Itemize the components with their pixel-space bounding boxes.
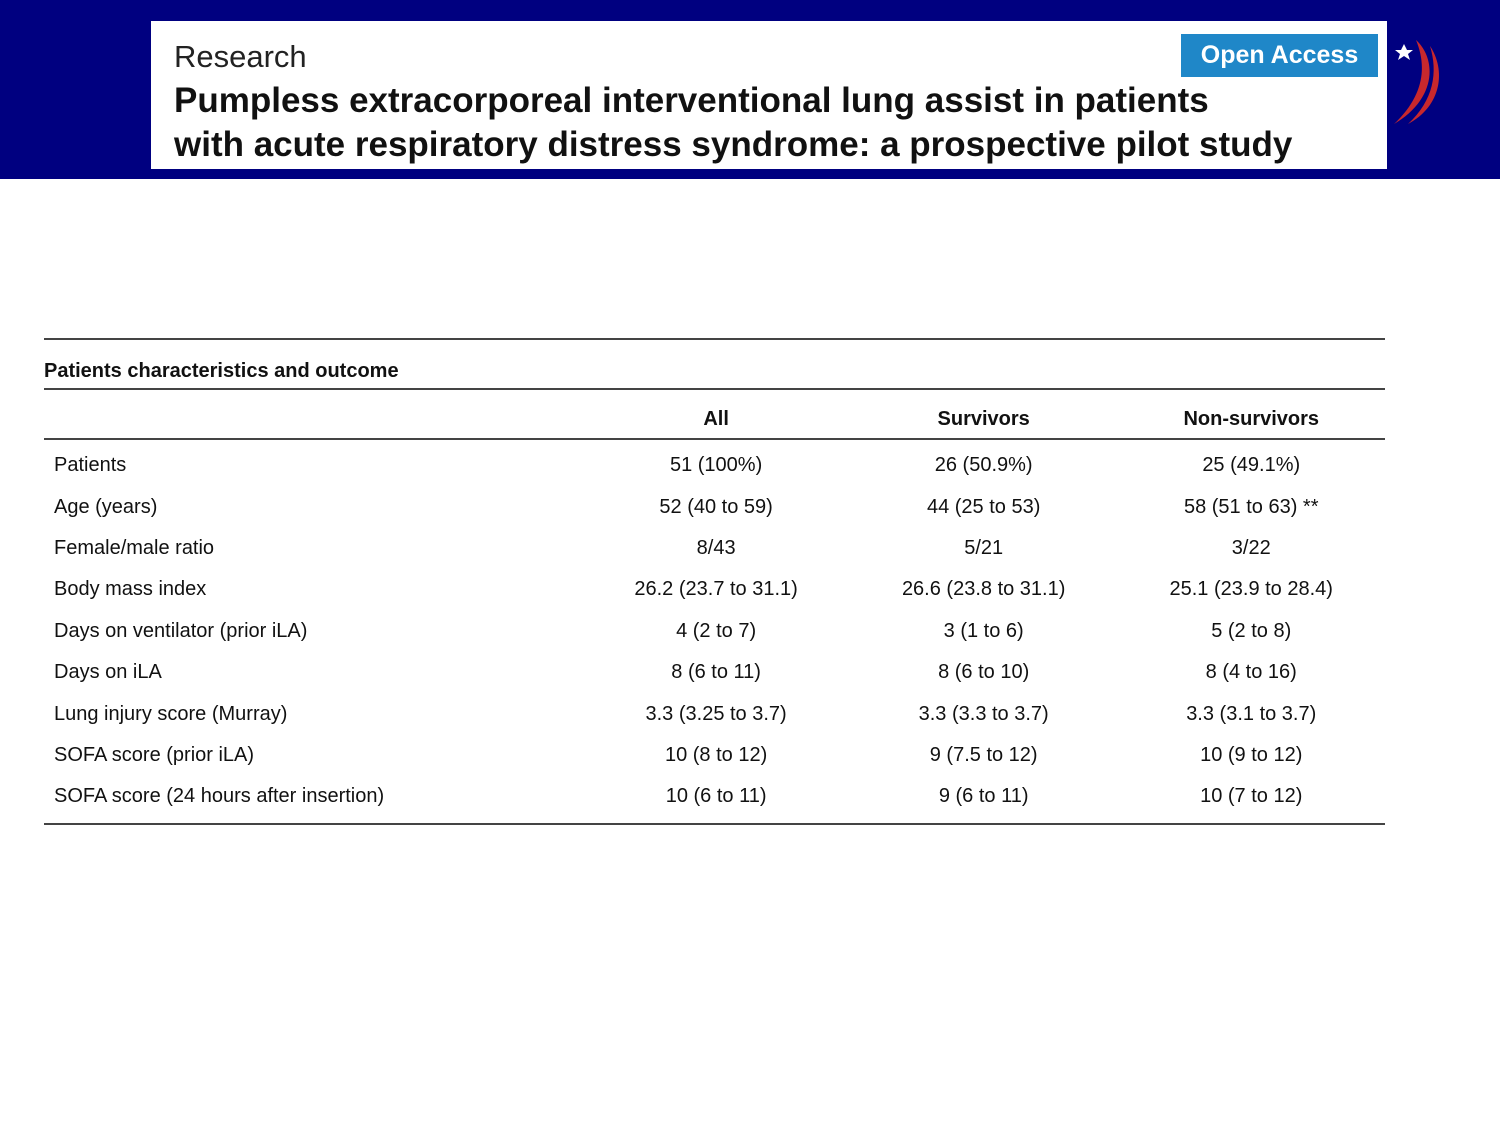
cell-survivors: 5/21: [964, 536, 1004, 559]
cell-non-survivors: 25.1 (23.9 to 28.4): [1169, 578, 1333, 601]
cell-non-survivors: 25 (49.1%): [1202, 454, 1301, 477]
row-label: Patients: [54, 454, 127, 477]
table-top-rule: [44, 338, 1385, 340]
cell-all: 51 (100%): [669, 454, 763, 477]
column-header-all: All: [703, 407, 729, 430]
row-label: Age (years): [54, 495, 158, 518]
table-body: Patients 51 (100%) 26 (50.9%) 25 (49.1%)…: [44, 440, 1385, 825]
row-label: Days on ventilator (prior iLA): [54, 619, 308, 642]
table-row: Age (years) 52 (40 to 59) 44 (25 to 53) …: [44, 486, 1385, 527]
cell-survivors: 9 (6 to 11): [938, 785, 1029, 808]
row-label: Body mass index: [54, 578, 207, 601]
cell-all: 10 (6 to 11): [665, 785, 767, 808]
cell-survivors: 9 (7.5 to 12): [929, 743, 1038, 766]
cell-non-survivors: 3/22: [1231, 536, 1271, 559]
row-label: Lung injury score (Murray): [54, 702, 288, 725]
row-label: Female/male ratio: [54, 536, 215, 559]
characteristics-table: Patients characteristics and outcome All…: [44, 338, 1385, 825]
cell-all: 10 (8 to 12): [664, 743, 768, 766]
journal-logo-icon: [1394, 40, 1440, 124]
table-row: Days on iLA 8 (6 to 11) 8 (6 to 10) 8 (4…: [44, 652, 1385, 693]
cell-survivors: 44 (25 to 53): [926, 495, 1041, 518]
table-row: Lung injury score (Murray) 3.3 (3.25 to …: [44, 693, 1385, 734]
row-label: Days on iLA: [54, 661, 162, 684]
column-header-non-survivors: Non-survivors: [1183, 407, 1320, 430]
cell-all: 3.3 (3.25 to 3.7): [645, 702, 787, 725]
table-row: SOFA score (prior iLA) 10 (8 to 12) 9 (7…: [44, 735, 1385, 776]
table-row: Days on ventilator (prior iLA) 4 (2 to 7…: [44, 611, 1385, 652]
cell-all: 8 (6 to 11): [671, 661, 761, 684]
cell-non-survivors: 8 (4 to 16): [1205, 661, 1297, 684]
table-header-row: All Survivors Non-survivors: [44, 390, 1385, 440]
cell-all: 52 (40 to 59): [659, 495, 773, 518]
article-title-card: Research Open Access Pumpless extracorpo…: [151, 21, 1387, 169]
cell-non-survivors: 10 (9 to 12): [1200, 743, 1303, 766]
article-title-line-2: with acute respiratory distress syndrome…: [174, 125, 1293, 164]
article-title-line-1: Pumpless extracorporeal interventional l…: [174, 81, 1209, 120]
table-row: Female/male ratio 8/43 5/21 3/22: [44, 528, 1385, 569]
cell-all: 26.2 (23.7 to 31.1): [634, 578, 798, 601]
cell-non-survivors: 5 (2 to 8): [1211, 619, 1292, 642]
article-title: Pumpless extracorporeal interventional l…: [174, 79, 1384, 167]
open-access-badge: Open Access: [1181, 34, 1378, 77]
column-header-survivors: Survivors: [937, 407, 1030, 430]
column-header-label: [44, 409, 582, 419]
table-title: Patients characteristics and outcome: [44, 340, 1385, 390]
cell-non-survivors: 10 (7 to 12): [1200, 785, 1303, 808]
cell-survivors: 3.3 (3.3 to 3.7): [918, 702, 1049, 725]
cell-survivors: 8 (6 to 10): [938, 661, 1030, 684]
table-row: SOFA score (24 hours after insertion) 10…: [44, 776, 1385, 817]
cell-all: 8/43: [696, 536, 736, 559]
row-label: SOFA score (24 hours after insertion): [54, 785, 385, 808]
cell-non-survivors: 3.3 (3.1 to 3.7): [1186, 702, 1317, 725]
table-row: Body mass index 26.2 (23.7 to 31.1) 26.6…: [44, 569, 1385, 610]
cell-all: 4 (2 to 7): [676, 619, 757, 642]
section-label: Research: [174, 39, 307, 74]
row-label: SOFA score (prior iLA): [54, 743, 255, 766]
cell-survivors: 26 (50.9%): [934, 454, 1033, 477]
cell-survivors: 3 (1 to 6): [943, 619, 1024, 642]
table-row: Patients 51 (100%) 26 (50.9%) 25 (49.1%): [44, 445, 1385, 486]
cell-non-survivors: 58 (51 to 63) **: [1183, 495, 1319, 518]
cell-survivors: 26.6 (23.8 to 31.1): [901, 578, 1066, 601]
